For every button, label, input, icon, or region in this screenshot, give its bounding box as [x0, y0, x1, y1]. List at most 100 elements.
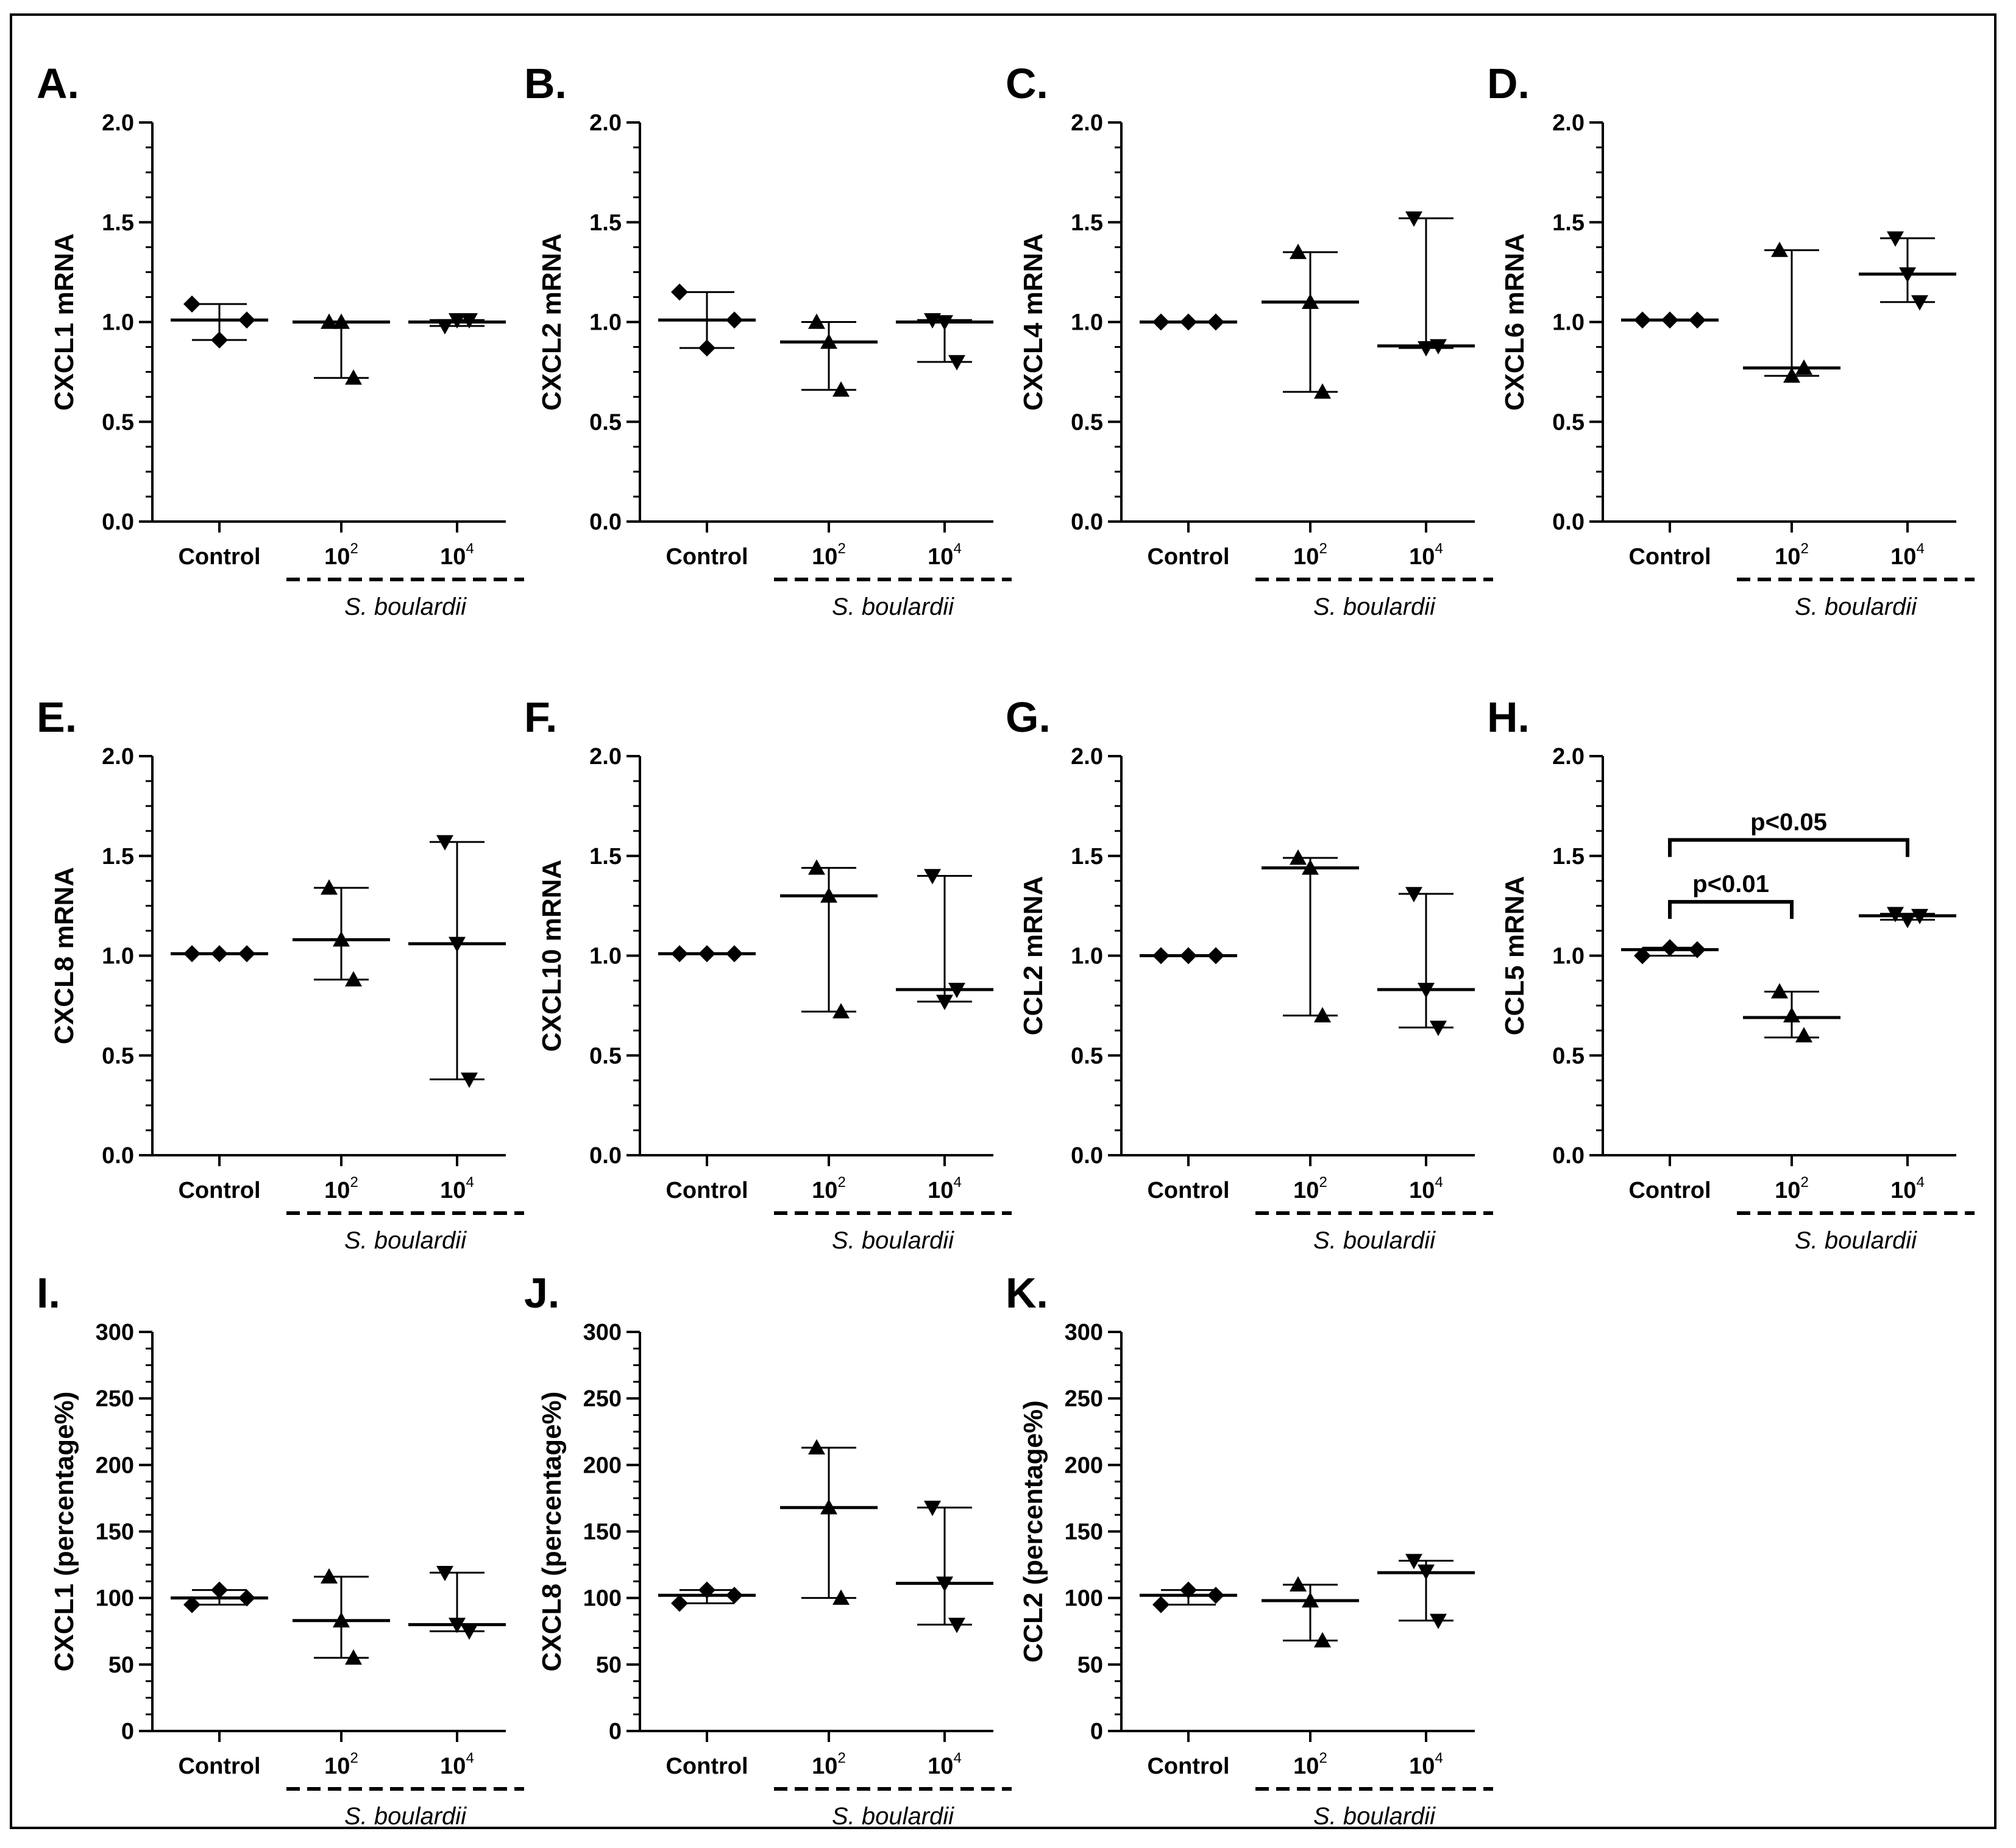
x-tick-label-exponent: 4 [953, 1174, 961, 1191]
y-tick-label: 2.0 [102, 744, 134, 770]
x-tick-label-exponent: 4 [466, 1750, 474, 1766]
data-point [1290, 1576, 1307, 1592]
data-point [1430, 1021, 1447, 1036]
y-tick-label: 200 [96, 1453, 134, 1478]
x-tick-label-base: Control [178, 1178, 260, 1203]
y-tick-label: 1.0 [1071, 310, 1103, 336]
data-point [211, 331, 228, 349]
y-tick-label: 300 [96, 1320, 134, 1345]
x-tick-label-base: Control [1147, 1178, 1229, 1203]
group-label: S. boulardii [832, 1227, 954, 1254]
x-tick-label-base: 10 [440, 1178, 466, 1203]
data-point [321, 1568, 338, 1584]
y-tick-label: 0.5 [589, 1043, 622, 1069]
y-tick-label: 1.0 [1552, 310, 1585, 336]
data-point [808, 859, 825, 875]
y-tick-label: 0.0 [589, 509, 622, 535]
y-tick-label: 0 [121, 1719, 134, 1744]
data-point [1911, 295, 1928, 311]
data-point [183, 945, 201, 963]
data-point [1887, 907, 1904, 922]
x-tick-label-exponent: 4 [953, 1750, 961, 1766]
x-tick-label-base: Control [665, 1178, 748, 1203]
y-tick-label: 2.0 [589, 744, 622, 770]
data-point [321, 313, 338, 329]
x-tick-label-exponent: 2 [1319, 540, 1327, 557]
data-point [820, 333, 837, 349]
data-point [1152, 947, 1169, 965]
data-point [948, 355, 965, 370]
y-tick-label: 1.5 [1552, 844, 1585, 869]
data-point [1771, 983, 1788, 999]
data-point [936, 1576, 953, 1592]
data-point [924, 313, 941, 329]
x-tick-label-exponent: 2 [837, 540, 845, 557]
y-tick-label: 1.5 [102, 844, 134, 869]
y-tick-label: 0.5 [102, 409, 134, 435]
data-point [1418, 1564, 1435, 1580]
x-tick-label: Control [1147, 1754, 1229, 1779]
x-tick-label-base: 10 [1293, 1754, 1319, 1779]
y-tick-label: 1.0 [102, 944, 134, 969]
data-point [924, 869, 941, 885]
y-tick-label: 150 [96, 1520, 134, 1545]
x-tick-label-exponent: 2 [1319, 1750, 1327, 1766]
group-label: S. boulardii [1795, 1227, 1917, 1254]
group-label: S. boulardii [344, 1227, 467, 1254]
y-tick-label: 50 [596, 1652, 622, 1678]
y-tick-label: 1.5 [1071, 210, 1103, 236]
x-tick-label-exponent: 2 [837, 1750, 845, 1766]
data-point [1771, 241, 1788, 257]
group-label: S. boulardii [1313, 1803, 1436, 1827]
y-tick-label: 2.0 [1552, 744, 1585, 770]
y-tick-label: 1.0 [589, 310, 622, 336]
data-point [436, 1565, 453, 1582]
x-tick-label: 102 [1293, 1750, 1327, 1779]
data-point [936, 994, 953, 1010]
data-point [1180, 313, 1197, 331]
panel-letter: E. [37, 693, 77, 741]
x-tick-label-exponent: 4 [1435, 1174, 1443, 1191]
y-axis-title: CCL5 mRNA [1500, 876, 1530, 1036]
data-point [183, 296, 201, 313]
y-tick-label: 1.5 [589, 210, 622, 236]
group-label: S. boulardii [344, 1803, 467, 1827]
x-tick-label: 104 [1409, 1174, 1443, 1203]
data-point [726, 945, 743, 963]
data-point [461, 313, 478, 329]
panel-letter: C. [1006, 60, 1048, 107]
data-point [1405, 1554, 1422, 1570]
y-tick-label: 300 [583, 1320, 622, 1345]
data-point [1405, 887, 1422, 902]
x-tick-label-exponent: 2 [350, 1750, 358, 1766]
x-tick-label-base: 10 [440, 544, 466, 570]
x-tick-label-base: 10 [1890, 544, 1916, 570]
y-tick-label: 250 [96, 1386, 134, 1412]
x-tick-label-base: 10 [1409, 1754, 1435, 1779]
y-tick-label: 1.0 [589, 944, 622, 969]
panel-letter: I. [37, 1269, 60, 1317]
data-point [449, 936, 466, 952]
y-tick-label: 0.5 [1552, 1043, 1585, 1069]
y-tick-label: 100 [583, 1586, 622, 1612]
y-tick-label: 0.5 [1071, 409, 1103, 435]
y-tick-label: 2.0 [1552, 110, 1585, 136]
data-point [671, 1595, 688, 1612]
data-point [449, 313, 466, 329]
data-point [948, 982, 965, 999]
panel-letter: J. [524, 1269, 559, 1317]
y-tick-label: 1.5 [1552, 210, 1585, 236]
data-point [1899, 267, 1916, 283]
x-tick-label-base: Control [1628, 544, 1711, 570]
x-tick-label-exponent: 2 [350, 1174, 358, 1191]
data-point [461, 1072, 478, 1088]
data-point [333, 931, 350, 947]
x-tick-label-base: Control [178, 1754, 260, 1779]
data-point [820, 887, 837, 903]
